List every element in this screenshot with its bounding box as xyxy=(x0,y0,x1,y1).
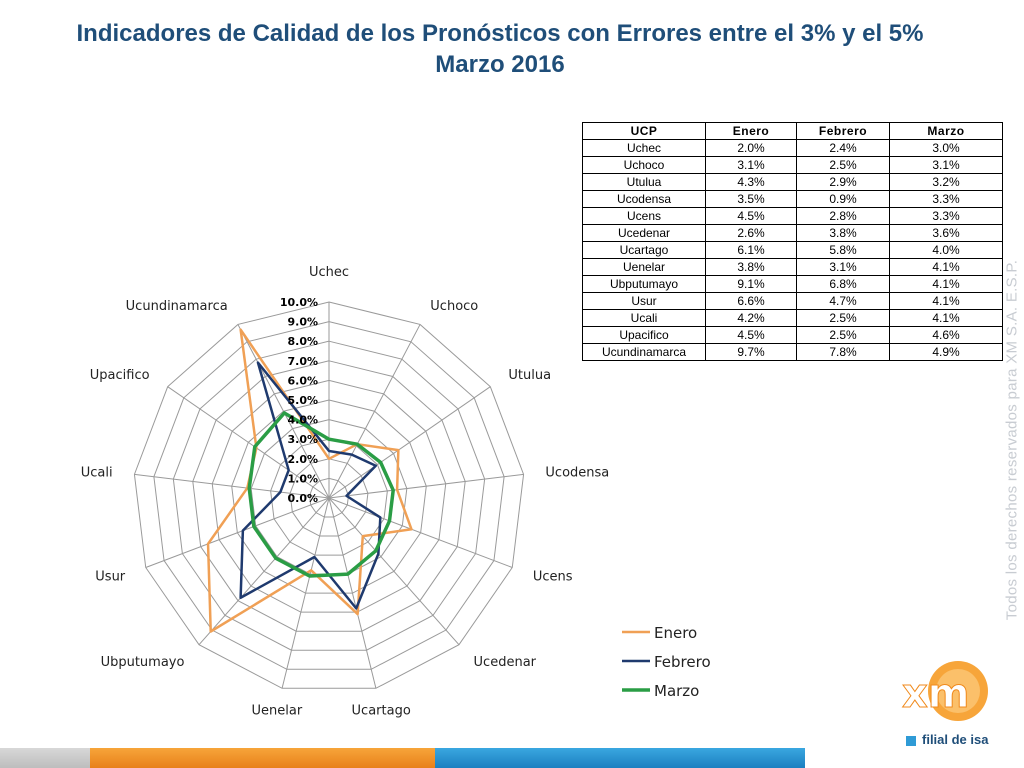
tick-label: 1.0% xyxy=(287,472,318,485)
legend-label: Febrero xyxy=(654,653,711,671)
table-row: Usur 6.6% 4.7% 4.1% xyxy=(582,292,1003,310)
logo-subtitle-text: filial de isa xyxy=(922,732,989,747)
forecast-table: UCP Enero Febrero Marzo Uchec 2.0% 2.4% 3.0… xyxy=(582,122,1003,361)
title-line-1: Indicadores de Calidad de los Pronóstico… xyxy=(76,20,924,47)
table-body: Uchec 2.0% 2.4% 3.0% Uchoco 3.1% 2.5% 3.1% Utulu… xyxy=(582,139,1003,361)
footer-bar-gray xyxy=(0,748,90,768)
tick-label: 6.0% xyxy=(287,374,318,387)
table-row: Uenelar 3.8% 3.1% 4.1% xyxy=(582,258,1003,276)
logo-subtitle: filial de isa xyxy=(906,732,988,747)
grid-ring xyxy=(133,301,525,689)
axis-spoke xyxy=(145,497,330,568)
grid-ring xyxy=(270,438,388,556)
axis-label: Ucali xyxy=(81,466,113,481)
axis-label: Ucundinamarca xyxy=(126,299,228,314)
table-cell-value: 4.7% xyxy=(796,292,890,310)
tick-label: 0.0% xyxy=(287,492,318,505)
axis-label: Ucodensa xyxy=(545,466,609,481)
tick-label: 7.0% xyxy=(287,355,318,368)
series-line-febrero xyxy=(239,361,382,610)
table-cell-value: 3.1% xyxy=(705,156,797,174)
footer-bar-orange xyxy=(90,748,435,768)
axis-label: Uchec xyxy=(309,265,349,280)
table-row: Uchec 2.0% 2.4% 3.0% xyxy=(582,139,1003,157)
table-cell-value: 4.1% xyxy=(889,275,1003,293)
table-row: Ucodensa 3.5% 0.9% 3.3% xyxy=(582,190,1003,208)
table-row: Ubputumayo 9.1% 6.8% 4.1% xyxy=(582,275,1003,293)
grid-ring xyxy=(211,379,447,613)
axis-spoke xyxy=(237,324,330,499)
tick-label: 3.0% xyxy=(287,433,318,446)
tick-label: 5.0% xyxy=(287,394,318,407)
copyright-watermark: Todos los derechos reservados para XM S.… xyxy=(1003,259,1021,621)
axis-label: Uchoco xyxy=(430,299,478,314)
tick-label: 10.0% xyxy=(280,296,318,309)
axis-spoke xyxy=(281,497,330,689)
series-line-marzo xyxy=(247,411,395,578)
grid-ring xyxy=(153,321,505,670)
axis-spoke xyxy=(328,497,377,689)
axis-label: Upacifico xyxy=(90,368,150,383)
axis-spoke xyxy=(328,497,460,646)
axis-spoke xyxy=(328,386,491,499)
slide-title: Indicadores de Calidad de los Pronóstico… xyxy=(0,18,1000,80)
tick-label: 4.0% xyxy=(287,414,318,427)
table-cell-value: 7.8% xyxy=(796,343,890,361)
header-marzo: Marzo xyxy=(889,122,1003,140)
tick-label: 8.0% xyxy=(287,335,318,348)
axis-label: Usur xyxy=(95,569,126,584)
table-row: Uchoco 3.1% 2.5% 3.1% xyxy=(582,156,1003,174)
table-cell-ucp: Uchoco xyxy=(582,156,706,174)
table-cell-ucp: Utulua xyxy=(582,173,706,191)
title-line-2: Marzo 2016 xyxy=(435,51,565,78)
axis-spoke xyxy=(167,386,330,499)
logo-square-icon xyxy=(906,735,916,746)
axis-label: Uenelar xyxy=(251,704,302,719)
grid-ring xyxy=(309,477,349,518)
table-cell-value: 9.1% xyxy=(705,275,797,293)
table-cell-value: 4.3% xyxy=(705,173,797,191)
table-cell-ucp: Ucundinamarca xyxy=(582,343,706,361)
table-row: Upacifico 4.5% 2.5% 4.6% xyxy=(582,326,1003,344)
axis-label: Ucartago xyxy=(352,704,411,719)
grid-ring xyxy=(231,399,427,594)
axis-label: Ubputumayo xyxy=(101,655,185,670)
table-row: Ucundinamarca 9.7% 7.8% 4.9% xyxy=(582,343,1003,361)
table-cell-ucp: Upacifico xyxy=(582,326,706,344)
axis-label: Utulua xyxy=(508,368,551,383)
table-cell-ucp: Ubputumayo xyxy=(582,275,706,293)
grid-ring xyxy=(172,340,486,651)
table-cell-ucp: Ucodensa xyxy=(582,190,706,208)
axis-spoke xyxy=(134,473,330,499)
axis-spoke xyxy=(198,497,330,646)
axis-spoke xyxy=(328,497,513,568)
legend-label: Marzo xyxy=(654,682,699,700)
xm-logo: xm xyxy=(900,655,990,745)
axis-label: Ucedenar xyxy=(474,655,537,670)
table-cell-ucp: Ucedenar xyxy=(582,224,706,242)
tick-label: 2.0% xyxy=(287,453,318,466)
axis-label: Ucens xyxy=(533,569,573,584)
axis-spoke xyxy=(328,473,524,499)
table-cell-value: 4.9% xyxy=(889,343,1003,361)
grid-ring xyxy=(192,360,466,632)
table-header-row: UCP Enero Febrero Marzo xyxy=(582,122,1003,140)
footer-bar-blue xyxy=(435,748,805,768)
legend-label: Enero xyxy=(654,624,697,642)
tick-label: 9.0% xyxy=(287,316,318,329)
logo-text: xm xyxy=(902,671,969,717)
axis-spoke xyxy=(328,324,421,499)
table-cell-ucp: Usur xyxy=(582,292,706,310)
